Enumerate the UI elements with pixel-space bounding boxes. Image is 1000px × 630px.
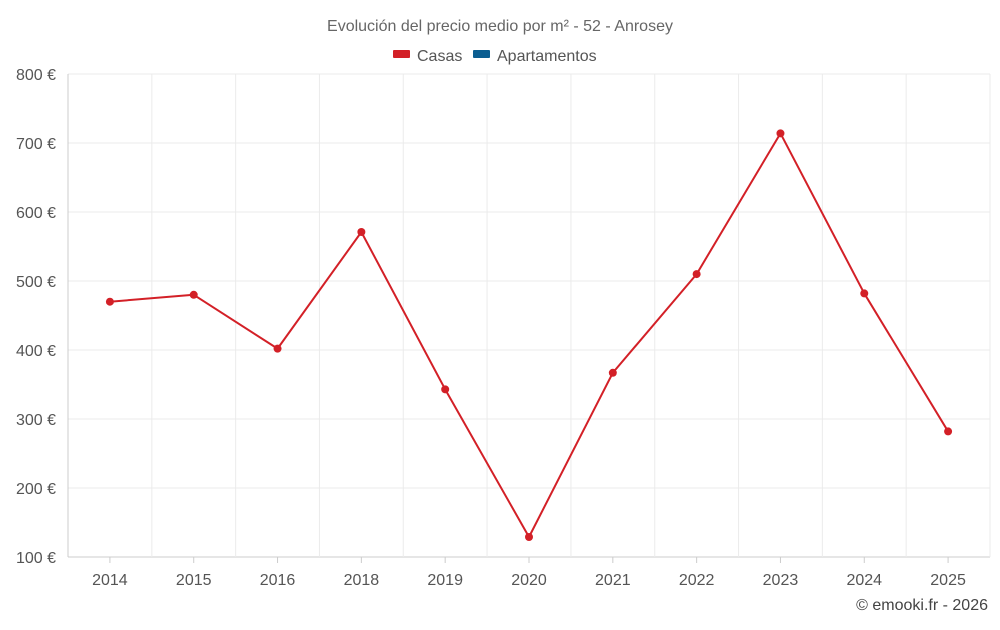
- x-tick-label: 2020: [511, 572, 547, 589]
- y-axis: 100 € 200 € 300 € 400 € 500 € 600 € 700 € 800 €: [16, 67, 56, 567]
- legend-label[interactable]: Apartamentos: [497, 48, 597, 65]
- data-point[interactable]: [273, 344, 282, 353]
- x-tick-label: 2025: [930, 572, 966, 589]
- x-tick-label: 2019: [427, 572, 463, 589]
- legend-swatch[interactable]: [473, 50, 490, 58]
- y-tick-label: 400 €: [16, 343, 56, 360]
- x-tick-label: 2021: [595, 572, 631, 589]
- data-point[interactable]: [105, 297, 114, 306]
- y-tick-label: 800 €: [16, 67, 56, 84]
- data-point[interactable]: [608, 368, 617, 377]
- data-point[interactable]: [944, 427, 953, 436]
- legend-label[interactable]: Casas: [417, 48, 462, 65]
- data-point[interactable]: [776, 129, 785, 138]
- y-tick-label: 500 €: [16, 274, 56, 291]
- data-point[interactable]: [525, 532, 533, 541]
- x-tick-label: 2023: [763, 572, 799, 589]
- y-tick-label: 300 €: [16, 412, 56, 429]
- credit-text: © emooki.fr - 2026: [856, 597, 988, 614]
- legend-swatch[interactable]: [393, 50, 410, 58]
- y-tick-label: 200 €: [16, 481, 56, 498]
- x-tick-label: 2014: [92, 572, 128, 589]
- series-layer: [105, 129, 953, 541]
- data-point[interactable]: [357, 228, 366, 237]
- chart-title: Evolución del precio medio por m² - 52 -…: [327, 18, 673, 35]
- x-tick-label: 2022: [679, 572, 715, 589]
- y-tick-label: 600 €: [16, 205, 56, 222]
- data-point[interactable]: [860, 289, 869, 298]
- x-tick-label: 2024: [846, 572, 882, 589]
- x-axis: 2014 2015 2016 2018 2019 2020 2021 2022 2023 2024…: [92, 557, 966, 589]
- x-tick-label: 2015: [176, 572, 212, 589]
- legend: Casas Apartamentos: [393, 48, 597, 65]
- y-tick-label: 700 €: [16, 136, 56, 153]
- data-point[interactable]: [441, 385, 450, 394]
- x-tick-label: 2018: [344, 572, 380, 589]
- data-point[interactable]: [692, 270, 701, 279]
- x-tick-label: 2016: [260, 572, 296, 589]
- grid: [67, 73, 991, 558]
- y-tick-label: 100 €: [16, 550, 56, 567]
- data-point[interactable]: [189, 290, 198, 299]
